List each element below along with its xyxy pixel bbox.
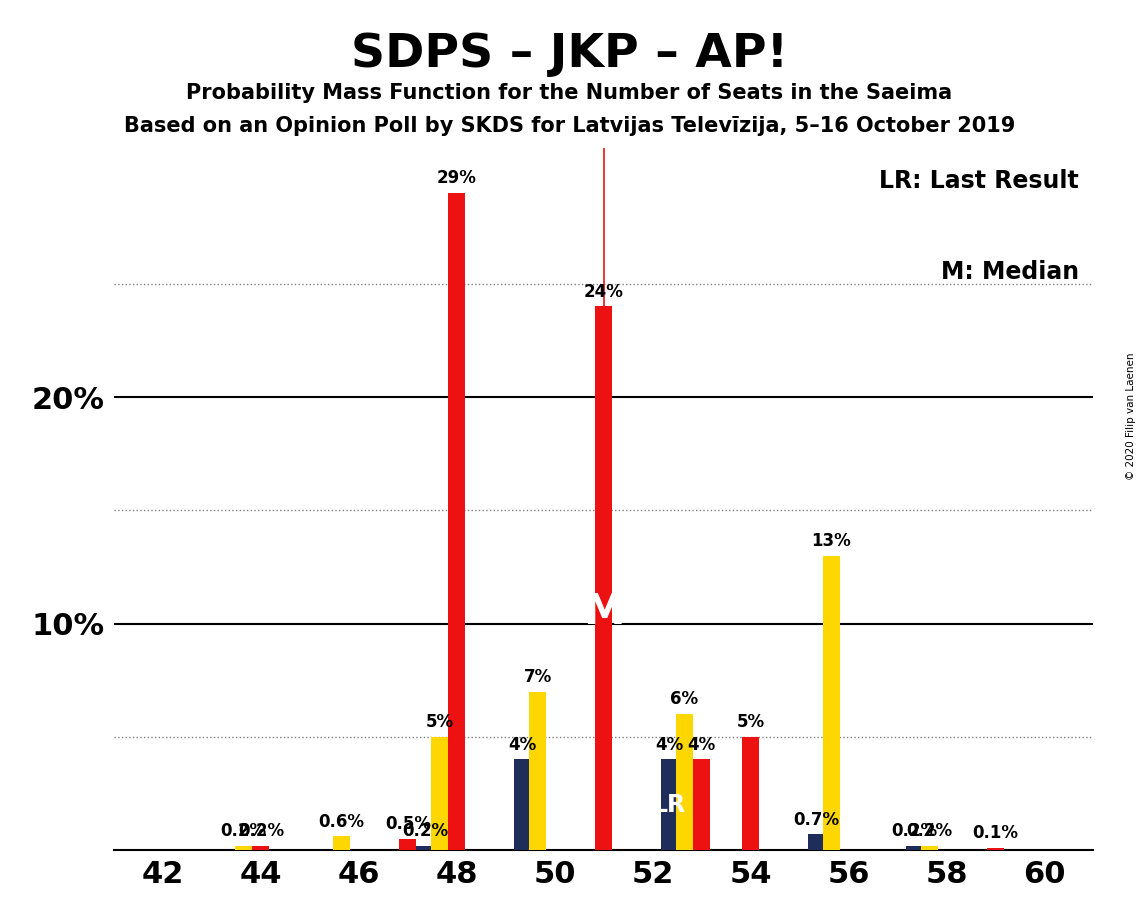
Text: 5%: 5% [426, 713, 453, 731]
Bar [528, 691, 546, 850]
Text: 4%: 4% [688, 736, 715, 754]
Text: 0.7%: 0.7% [794, 810, 839, 829]
Bar [693, 760, 711, 850]
Text: 29%: 29% [436, 169, 477, 188]
Bar [235, 845, 252, 850]
Text: 4%: 4% [509, 736, 536, 754]
Text: 0.2%: 0.2% [892, 821, 937, 840]
Text: LR: LR [654, 793, 687, 817]
Bar [399, 839, 417, 850]
Bar [448, 193, 466, 850]
Bar [741, 736, 760, 850]
Bar [431, 736, 448, 850]
Text: 0.5%: 0.5% [385, 815, 431, 833]
Text: 0.1%: 0.1% [973, 824, 1018, 842]
Text: 0.6%: 0.6% [319, 813, 364, 831]
Bar [252, 845, 270, 850]
Bar [333, 836, 350, 850]
Text: 0.2%: 0.2% [238, 821, 284, 840]
Bar [822, 555, 839, 850]
Text: 0.2%: 0.2% [907, 821, 952, 840]
Text: Probability Mass Function for the Number of Seats in the Saeima: Probability Mass Function for the Number… [187, 83, 952, 103]
Bar [662, 760, 679, 850]
Text: M: Median: M: Median [941, 261, 1079, 285]
Bar [515, 760, 532, 850]
Bar [986, 848, 1005, 850]
Text: © 2020 Filip van Laenen: © 2020 Filip van Laenen [1126, 352, 1136, 480]
Bar [675, 714, 693, 850]
Text: LR: Last Result: LR: Last Result [879, 169, 1079, 193]
Text: 4%: 4% [656, 736, 683, 754]
Bar [920, 845, 937, 850]
Text: 7%: 7% [524, 668, 551, 686]
Bar [907, 845, 924, 850]
Text: 0.2%: 0.2% [221, 821, 267, 840]
Text: 24%: 24% [583, 283, 624, 300]
Text: Based on an Opinion Poll by SKDS for Latvijas Televīzija, 5–16 October 2019: Based on an Opinion Poll by SKDS for Lat… [124, 116, 1015, 137]
Text: 6%: 6% [671, 690, 698, 709]
Bar [417, 845, 434, 850]
Bar [809, 834, 826, 850]
Text: M: M [583, 591, 624, 633]
Text: 0.2%: 0.2% [402, 821, 448, 840]
Text: 13%: 13% [812, 532, 851, 550]
Text: 5%: 5% [737, 713, 764, 731]
Bar [595, 307, 613, 850]
Text: SDPS – JKP – AP!: SDPS – JKP – AP! [351, 32, 788, 78]
